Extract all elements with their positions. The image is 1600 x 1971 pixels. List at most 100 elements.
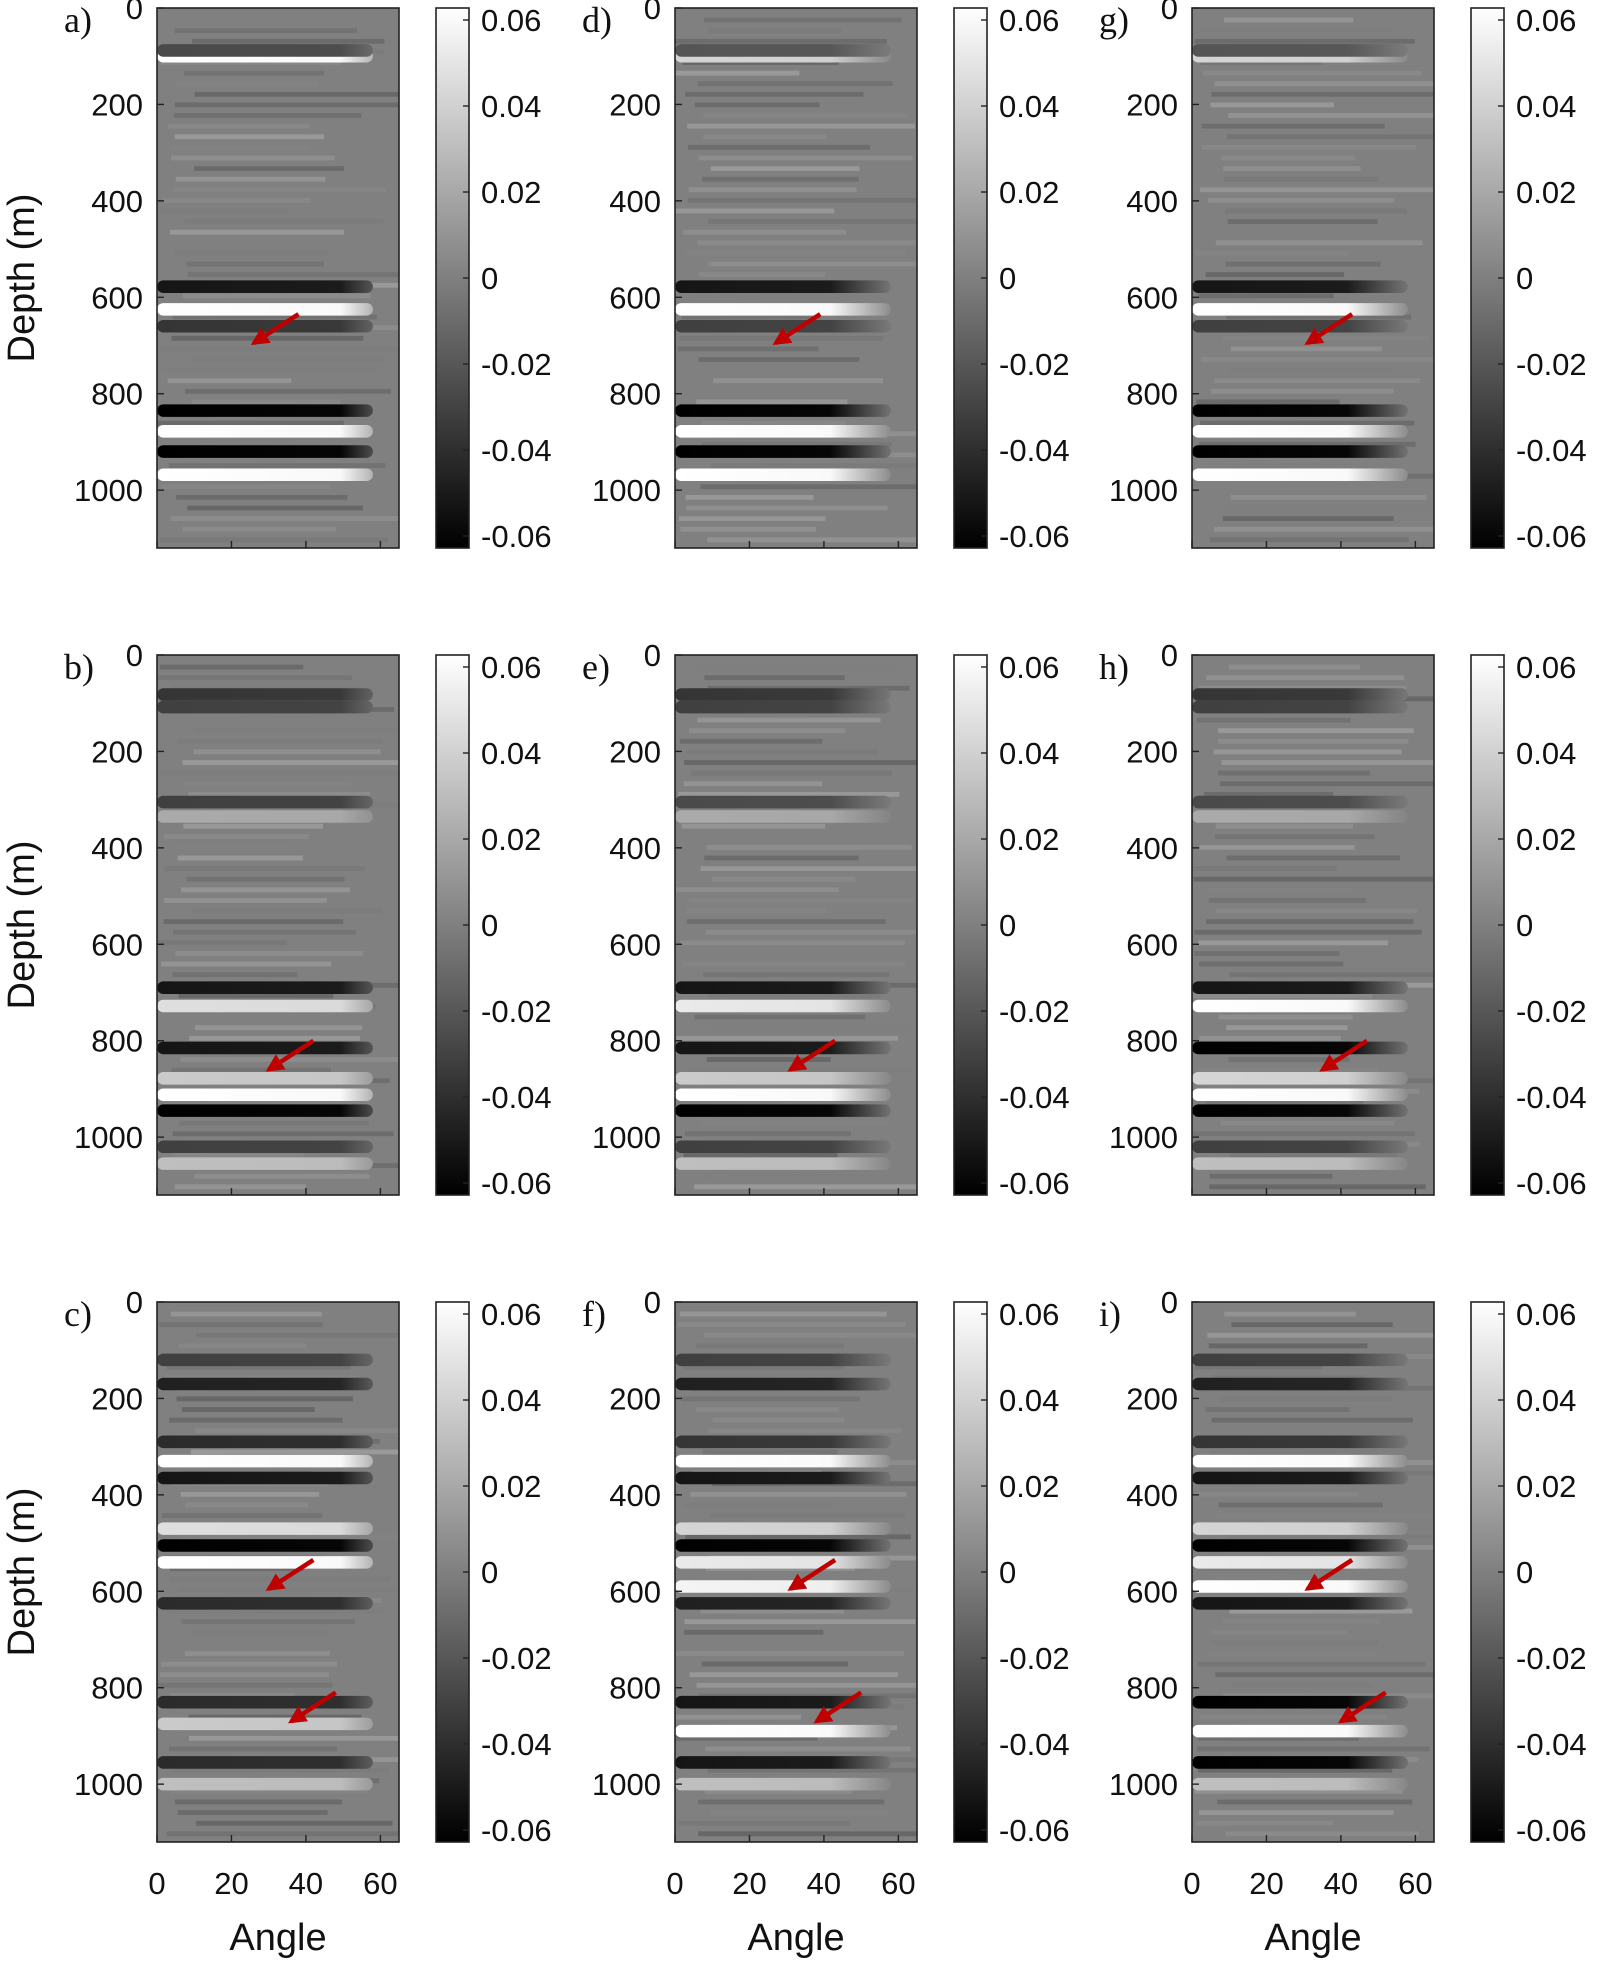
texture-band	[1212, 1640, 1379, 1646]
texture-band	[166, 1364, 351, 1370]
texture-band	[676, 1035, 899, 1041]
texture-band	[1224, 1311, 1357, 1317]
texture-band	[684, 760, 917, 765]
y-tick-label: 400	[1126, 831, 1178, 866]
colorbar-tick-label: 0.04	[1516, 1383, 1576, 1418]
colorbar-tick-label: -0.04	[1516, 1080, 1587, 1115]
texture-band	[166, 1831, 399, 1837]
texture-band	[703, 972, 890, 978]
annotation-arrow	[813, 1690, 863, 1724]
colorbar-tick-label: 0.06	[481, 1297, 541, 1332]
annotation-arrow	[1337, 1690, 1387, 1724]
y-tick-label: 1000	[592, 1767, 661, 1802]
reflection-band	[157, 1695, 373, 1709]
reflection-band	[675, 1471, 891, 1485]
texture-band	[685, 1534, 911, 1540]
texture-band	[704, 855, 859, 861]
texture-band	[686, 908, 827, 914]
y-tick-label: 200	[609, 734, 661, 769]
reflection-band	[675, 1756, 891, 1769]
texture-band	[694, 1184, 917, 1190]
texture-band	[176, 81, 319, 87]
texture-band	[1202, 1651, 1383, 1656]
y-tick-label: 800	[91, 1671, 143, 1706]
colorbar-tick-label: 0	[1516, 908, 1533, 943]
texture-band	[1208, 197, 1395, 203]
colorbar-tick-label: -0.06	[999, 1166, 1070, 1201]
panel-label: d)	[582, 0, 612, 40]
colorbar-tick-label: 0.06	[481, 650, 541, 685]
texture-band	[161, 1661, 337, 1667]
texture-band	[1218, 1014, 1353, 1020]
texture-band	[708, 1428, 902, 1434]
texture-band	[162, 367, 379, 373]
y-tick-label: 800	[1126, 1024, 1178, 1059]
texture-band	[1211, 1629, 1347, 1635]
texture-band	[188, 791, 371, 797]
plot-frame	[674, 1301, 918, 1843]
y-tick-label: 200	[91, 734, 143, 769]
texture-band	[167, 378, 292, 384]
reflection-band	[675, 1435, 891, 1449]
texture-band	[169, 844, 294, 850]
reflection-band	[675, 1157, 891, 1170]
texture-band	[176, 1396, 353, 1402]
annotation-arrow	[288, 1690, 337, 1724]
reflection-band	[675, 404, 891, 417]
y-tick-label: 200	[1126, 734, 1178, 769]
texture-band	[1205, 272, 1345, 278]
texture-band	[675, 1735, 818, 1741]
y-tick-label: 200	[1126, 87, 1178, 122]
texture-band	[710, 166, 860, 171]
texture-band	[1198, 940, 1389, 946]
texture-band	[194, 1025, 363, 1031]
texture-band	[180, 1057, 399, 1062]
texture-band	[182, 526, 336, 532]
texture-band	[1204, 791, 1334, 797]
texture-band	[170, 144, 310, 150]
texture-band	[1198, 685, 1407, 691]
texture-band	[677, 1322, 906, 1328]
reflection-band	[675, 981, 891, 994]
texture-band	[1218, 738, 1409, 744]
x-tick-label: 60	[363, 1866, 397, 1901]
y-tick-label: 1000	[1109, 1120, 1178, 1155]
texture-band	[691, 834, 910, 840]
texture-band	[683, 781, 823, 787]
colorbar-tick-label: -0.02	[481, 347, 552, 382]
texture-band	[678, 791, 900, 797]
texture-band	[182, 293, 371, 299]
texture-band	[1215, 1576, 1353, 1582]
colorbar-tick-label: -0.06	[481, 1166, 552, 1201]
texture-band	[1199, 961, 1344, 967]
reflection-band	[1192, 1556, 1408, 1569]
colorbar-tick-label: -0.04	[1516, 433, 1587, 468]
texture-band	[1213, 526, 1434, 532]
texture-band	[710, 1810, 888, 1815]
texture-band	[171, 155, 335, 161]
texture-band	[1211, 1417, 1413, 1423]
reflection-band	[1192, 999, 1408, 1013]
y-tick-label: 800	[91, 377, 143, 412]
reflection-band	[1192, 1539, 1408, 1552]
texture-band	[177, 1810, 328, 1815]
texture-band	[172, 685, 359, 691]
reflection-band	[1192, 1088, 1408, 1101]
texture-band	[1198, 1767, 1393, 1773]
texture-band	[1227, 219, 1378, 224]
texture-band	[174, 28, 358, 34]
texture-band	[687, 123, 915, 129]
colorbar-tick-label: 0.04	[999, 89, 1059, 124]
texture-band	[1200, 60, 1323, 65]
texture-band	[192, 38, 385, 44]
reflection-band	[675, 1539, 891, 1552]
reflection-band	[1192, 1104, 1408, 1117]
y-tick-label: 1000	[74, 1120, 143, 1155]
reflection-band	[675, 1072, 891, 1085]
plot-background	[1192, 1302, 1434, 1842]
y-tick-label: 0	[126, 1285, 143, 1320]
texture-band	[1228, 1534, 1434, 1540]
colorbar-tick-label: -0.06	[1516, 1813, 1587, 1848]
texture-band	[706, 951, 879, 956]
reflection-band	[675, 999, 891, 1013]
